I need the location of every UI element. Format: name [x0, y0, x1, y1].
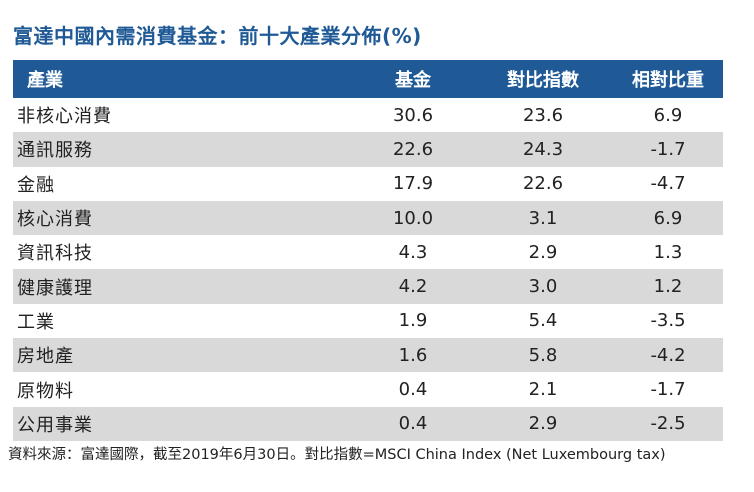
sector-cell: 公用事業 [17, 414, 93, 436]
table-row: 核心消費 10.0 3.1 6.9 [13, 200, 723, 236]
fund-cell: 1.6 [398, 344, 428, 366]
table-row: 非核心消費 30.6 23.6 6.9 [13, 98, 723, 132]
index-cell: 24.3 [522, 138, 564, 160]
fund-cell: 0.4 [398, 413, 428, 435]
fund-cell: 4.2 [398, 276, 428, 298]
index-cell: 2.9 [528, 241, 558, 263]
header-index: 對比指數 [507, 70, 579, 91]
sector-cell: 核心消費 [17, 209, 93, 231]
table-row: 原物料 0.4 2.1 -1.7 [13, 372, 723, 406]
fund-cell: 10.0 [392, 207, 434, 229]
index-cell: 2.9 [528, 413, 558, 435]
relative-cell: -1.7 [650, 138, 686, 160]
index-cell: 3.0 [528, 276, 558, 298]
table-row: 公用事業 0.4 2.9 -2.5 [13, 406, 723, 441]
table-title: 富達中國內需消費基金：前十大產業分佈(%) [13, 24, 422, 48]
fund-cell: 1.9 [398, 310, 428, 332]
sector-cell: 資訊科技 [17, 243, 93, 265]
index-cell: 23.6 [522, 104, 564, 126]
relative-cell: -1.7 [650, 379, 686, 401]
relative-cell: -3.5 [650, 310, 686, 332]
index-cell: 5.8 [528, 344, 558, 366]
sector-cell: 房地產 [17, 346, 74, 368]
index-cell: 2.1 [528, 379, 558, 401]
relative-cell: -4.2 [650, 344, 686, 366]
fund-cell: 22.6 [392, 138, 434, 160]
table-row: 資訊科技 4.3 2.9 1.3 [13, 235, 723, 269]
fund-cell: 4.3 [398, 241, 428, 263]
sector-cell: 通訊服務 [17, 140, 93, 162]
index-cell: 5.4 [528, 310, 558, 332]
header-fund: 基金 [395, 70, 431, 91]
relative-cell: 1.2 [653, 276, 683, 298]
fund-cell: 30.6 [392, 104, 434, 126]
fund-cell: 0.4 [398, 379, 428, 401]
relative-cell: -2.5 [650, 413, 686, 435]
table-row: 工業 1.9 5.4 -3.5 [13, 304, 723, 338]
relative-cell: 1.3 [653, 241, 683, 263]
sector-cell: 工業 [17, 311, 55, 333]
sector-cell: 金融 [17, 174, 55, 196]
table-row: 健康護理 4.2 3.0 1.2 [13, 269, 723, 304]
table-row: 房地產 1.6 5.8 -4.2 [13, 338, 723, 373]
header-sector: 產業 [27, 70, 63, 91]
sector-cell: 健康護理 [17, 277, 93, 299]
header-relative: 相對比重 [632, 70, 704, 91]
index-cell: 3.1 [528, 207, 558, 229]
relative-cell: 6.9 [653, 104, 683, 126]
sector-cell: 非核心消費 [17, 106, 112, 128]
sector-cell: 原物料 [17, 380, 74, 402]
index-cell: 22.6 [522, 173, 564, 195]
table-row: 通訊服務 22.6 24.3 -1.7 [13, 132, 723, 167]
fund-cell: 17.9 [392, 173, 434, 195]
relative-cell: 6.9 [653, 207, 683, 229]
table-row: 金融 17.9 22.6 -4.7 [13, 167, 723, 201]
source-footnote: 資料來源：富達國際，截至2019年6月30日。對比指數=MSCI China I… [8, 447, 666, 463]
table-header-row: 產業 基金 對比指數 相對比重 [13, 60, 723, 98]
sector-table: 產業 基金 對比指數 相對比重 非核心消費 30.6 23.6 6.9 通訊服務 22.6… [13, 60, 723, 441]
table-body: 非核心消費 30.6 23.6 6.9 通訊服務 22.6 24.3 -1.7 金融 17.9 22… [13, 98, 723, 441]
relative-cell: -4.7 [650, 173, 686, 195]
